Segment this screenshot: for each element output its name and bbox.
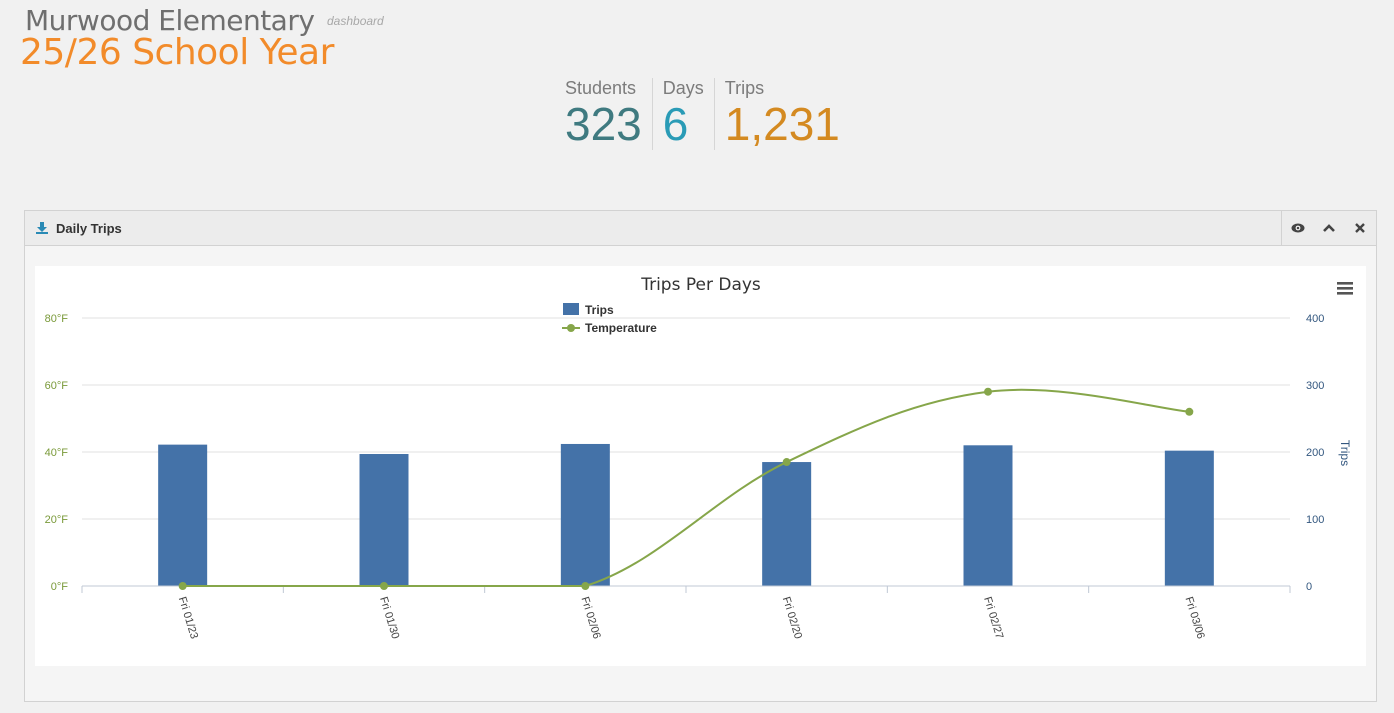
y-right-tick-label: 100 (1306, 514, 1324, 526)
stat-value: 323 (565, 98, 642, 150)
x-tick-label: Fri 01/23 (176, 595, 200, 640)
close-icon[interactable] (1352, 220, 1368, 236)
page-subtitle: dashboard (327, 14, 384, 28)
bar (560, 443, 610, 586)
y-left-tick-label: 40°F (45, 447, 69, 459)
y-left-tick-label: 0°F (51, 581, 69, 593)
panel-header: Daily Trips (25, 211, 1376, 246)
stat-label: Days (662, 78, 704, 98)
temperature-line (182, 388, 1190, 588)
chart-menu-icon[interactable] (1337, 282, 1353, 295)
bar (359, 454, 409, 586)
temperature-point (581, 582, 590, 590)
temperature-point (782, 458, 791, 467)
y-left-tick-label: 80°F (45, 313, 69, 325)
y-left-tick-label: 60°F (45, 380, 69, 392)
y-right-tick-label: 0 (1306, 581, 1312, 593)
x-tick-label: Fri 01/30 (377, 595, 401, 640)
stat-value: 6 (662, 98, 689, 150)
x-tick-label: Fri 03/06 (1182, 595, 1206, 640)
legend-trips-swatch (563, 303, 579, 315)
y-right-tick-label: 400 (1306, 313, 1324, 325)
x-tick-label: Fri 02/06 (578, 595, 602, 640)
chart-container: Trips Per Days 0°F 20°F 40°F 60°F 80°F 0 100 20… (35, 266, 1366, 666)
bar (762, 462, 812, 586)
panel-title: Daily Trips (56, 221, 122, 236)
temperature-point (984, 387, 992, 396)
y-left-tick-label: 20°F (45, 514, 69, 526)
chart-title: Trips Per Days (640, 275, 761, 295)
temperature-point (178, 582, 187, 590)
y-right-tick-label: 200 (1306, 447, 1324, 459)
bar (1164, 450, 1214, 586)
x-tick-label: Fri 02/20 (780, 595, 804, 640)
y-right-tick-label: 300 (1306, 380, 1324, 392)
stats-bar: Students 323 Days 6 Trips 1,231 (565, 78, 850, 150)
legend-temperature-marker (567, 324, 575, 332)
chevron-up-icon[interactable] (1321, 220, 1337, 236)
y-right-axis-label: Trips (1338, 440, 1352, 466)
stat-students: Students 323 (565, 78, 652, 150)
school-name: Murwood Elementary (25, 4, 315, 37)
bar (963, 445, 1013, 586)
x-tick-label: Fri 02/27 (981, 595, 1005, 640)
school-year: 25/26 School Year (20, 32, 334, 73)
stat-label: Students (565, 78, 637, 98)
stat-label: Trips (724, 78, 765, 98)
eye-icon[interactable] (1290, 220, 1306, 236)
legend-trips-label: Trips (585, 303, 614, 317)
legend-temperature-label: Temperature (585, 321, 657, 335)
bar (158, 444, 208, 586)
daily-trips-panel: Daily Trips Trips Per (24, 210, 1377, 702)
temperature-point (380, 582, 388, 590)
stat-days: Days 6 (651, 78, 714, 150)
stat-trips: Trips 1,231 (713, 78, 850, 150)
stat-value: 1,231 (724, 98, 840, 150)
download-icon[interactable] (35, 221, 49, 235)
panel-tools (1281, 211, 1376, 245)
trips-chart: Trips Per Days 0°F 20°F 40°F 60°F 80°F 0 100 20… (45, 275, 1353, 640)
temperature-point (1185, 407, 1194, 416)
